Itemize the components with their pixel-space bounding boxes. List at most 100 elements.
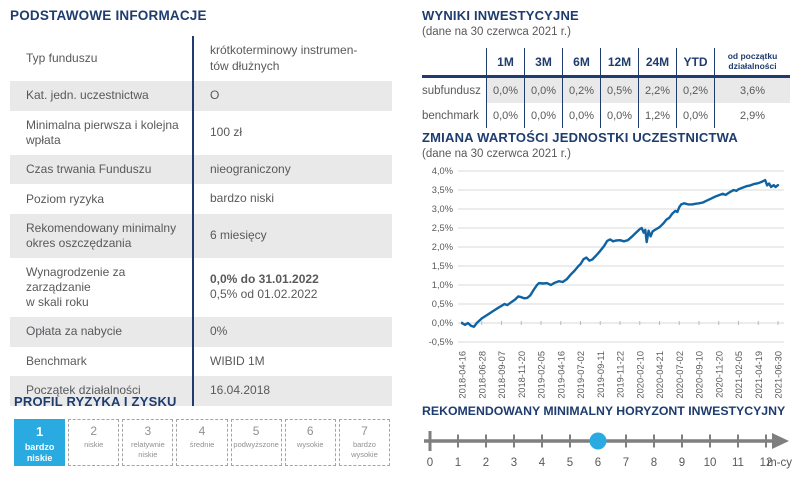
- svg-text:1,5%: 1,5%: [432, 261, 453, 271]
- info-label: Benchmark: [26, 353, 87, 368]
- info-value: 0,0% do 31.01.2022 0,5% od 01.02.2022: [192, 265, 392, 310]
- left-column: PODSTAWOWE INFORMACJE Typ funduszu krótko…: [10, 8, 392, 406]
- results-header-cell: od początku działalności: [714, 48, 790, 78]
- info-value: WIBID 1M: [192, 347, 392, 377]
- svg-text:2021-04-19: 2021-04-19: [754, 351, 764, 399]
- risk-level-box: 6 wysokie: [284, 419, 336, 466]
- svg-text:7: 7: [623, 457, 629, 469]
- results-header-cell: 1M: [486, 48, 524, 78]
- svg-text:2020-11-20: 2020-11-20: [714, 351, 724, 398]
- risk-level-number: 1: [35, 424, 44, 439]
- chart-section: ZMIANA WARTOŚCI JEDNOSTKI UCZESTNICTWA (…: [422, 130, 790, 406]
- info-value-line: 6 miesięcy: [210, 228, 267, 243]
- results-value-cell: 2,9%: [714, 103, 790, 128]
- risk-profile-section: PROFIL RYZYKA I ZYSKU 1 bardzo niskie 2 nis…: [14, 394, 390, 466]
- results-corner-cell: [422, 48, 486, 78]
- svg-text:2021-02-05: 2021-02-05: [734, 351, 744, 399]
- svg-text:-0,5%: -0,5%: [429, 337, 453, 347]
- svg-text:9: 9: [679, 457, 685, 469]
- svg-text:4,0%: 4,0%: [432, 166, 453, 176]
- info-label: Poziom ryzyka: [26, 191, 105, 206]
- performance-chart: 4,0% 3,5% 3,0% 2,5% 2,0% 1,5% 1,0% 0,5% 0,0% -0,5…: [422, 166, 790, 406]
- svg-text:11: 11: [732, 457, 744, 469]
- info-value: 0%: [192, 317, 392, 347]
- svg-text:10: 10: [704, 457, 717, 469]
- x-axis-ticks: [461, 321, 779, 325]
- risk-level-number: 6: [306, 424, 314, 438]
- results-row-label: benchmark: [422, 109, 479, 122]
- svg-text:2020-02-10: 2020-02-10: [635, 351, 645, 399]
- risk-level-label: bardzo wysokie: [351, 440, 378, 460]
- info-row: Benchmark WIBID 1M: [10, 347, 392, 377]
- svg-text:0,0%: 0,0%: [432, 318, 453, 328]
- info-value: 16.04.2018: [192, 376, 392, 406]
- chart-subtitle: (dane na 30 czerwca 2021 r.): [422, 148, 571, 160]
- info-value: bardzo niski: [192, 184, 392, 214]
- svg-text:2020-09-10: 2020-09-10: [695, 351, 705, 399]
- risk-level-box: 2 niskie: [68, 419, 120, 466]
- svg-text:0,5%: 0,5%: [432, 299, 453, 309]
- results-subtitle: (dane na 30 czerwca 2021 r.): [422, 26, 571, 38]
- results-value-cell: 0,0%: [524, 78, 562, 103]
- horizon-section: REKOMENDOWANY MINIMALNY HORYZONT INWESTY…: [422, 404, 792, 477]
- info-value: 6 miesięcy: [192, 221, 392, 251]
- info-label: Opłata za nabycie: [26, 324, 123, 339]
- svg-text:5: 5: [567, 457, 573, 469]
- info-value-line: bardzo niski: [210, 191, 275, 206]
- results-header-cell: 12M: [600, 48, 638, 78]
- chart-title: ZMIANA WARTOŚCI JEDNOSTKI UCZESTNICTWA: [422, 130, 738, 145]
- risk-level-label: średnie: [189, 440, 215, 450]
- info-value-line: 0,5% od 01.02.2022: [210, 287, 318, 302]
- risk-profile-title: PROFIL RYZYKA I ZYSKU: [14, 394, 177, 409]
- results-value-cell: 1,2%: [638, 103, 676, 128]
- svg-text:12: 12: [760, 457, 773, 469]
- horizon-tick-labels: 0 1 2 3 4 5 6 7 8 9 10 11 12m-cy: [427, 457, 792, 469]
- svg-text:2020-07-02: 2020-07-02: [675, 351, 685, 399]
- info-row: Typ funduszu krótkoterminowy instrumen- t…: [10, 36, 392, 81]
- risk-level-box: 1 bardzo niskie: [14, 419, 66, 466]
- svg-text:2,0%: 2,0%: [432, 242, 453, 252]
- horizon-title: REKOMENDOWANY MINIMALNY HORYZONT INWESTY…: [422, 404, 786, 418]
- info-value: O: [192, 81, 392, 111]
- results-header-cell: YTD: [676, 48, 714, 78]
- gridlines: [458, 170, 784, 343]
- risk-level-box: 7 bardzo wysokie: [338, 419, 390, 466]
- results-row-label: subfundusz: [422, 84, 481, 97]
- horizon-ticks: [428, 431, 767, 451]
- basic-info-title: PODSTAWOWE INFORMACJE: [10, 8, 207, 23]
- performance-line: [460, 178, 780, 329]
- results-value-cell: 0,0%: [676, 103, 714, 128]
- svg-text:2018-04-16: 2018-04-16: [458, 351, 468, 399]
- results-header-cell: 24M: [638, 48, 676, 78]
- svg-text:2018-11-20: 2018-11-20: [517, 351, 527, 398]
- svg-text:0: 0: [427, 457, 433, 469]
- x-axis-labels: 2018-04-16 2018-06-28 2018-09-07 2018-11-20…: [458, 351, 784, 399]
- results-value-cell: 0,0%: [600, 103, 638, 128]
- risk-scale: 1 bardzo niskie 2 niskie 3 relatywnie niskie 4…: [14, 419, 390, 466]
- horizon-arrow: [772, 433, 789, 449]
- info-label: Początek działalności: [26, 383, 141, 398]
- risk-level-box: 4 średnie: [176, 419, 228, 466]
- results-value-cell: 0,2%: [562, 78, 600, 103]
- right-column: WYNIKI INWESTYCYJNE (dane na 30 czerwca …: [422, 8, 792, 470]
- svg-text:2018-06-28: 2018-06-28: [477, 351, 487, 399]
- svg-text:4: 4: [539, 457, 546, 469]
- risk-level-label: wysokie: [296, 440, 324, 450]
- results-value-cell: 0,0%: [486, 78, 524, 103]
- info-value-line: 16.04.2018: [210, 383, 271, 398]
- svg-text:2019-07-02: 2019-07-02: [576, 351, 586, 399]
- horizon-unit-label: m-cy: [767, 457, 792, 469]
- info-row: Początek działalności 16.04.2018: [10, 376, 392, 406]
- info-value: nieograniczony: [192, 155, 392, 185]
- info-label: Rekomendowany minimalny okres oszczędzan…: [26, 220, 177, 250]
- risk-level-box: 5 podwyższone: [230, 419, 282, 466]
- svg-text:1: 1: [455, 457, 461, 469]
- risk-level-box: 3 relatywnie niskie: [122, 419, 174, 466]
- risk-level-label: niskie: [84, 440, 104, 450]
- info-row: Rekomendowany minimalny okres oszczędzan…: [10, 213, 392, 258]
- results-value-cell: 0,0%: [524, 103, 562, 128]
- results-value-cell: 3,6%: [714, 78, 790, 103]
- results-title: WYNIKI INWESTYCYJNE: [422, 8, 579, 23]
- info-label: Typ funduszu: [26, 51, 98, 66]
- risk-level-label: relatywnie niskie: [130, 440, 165, 460]
